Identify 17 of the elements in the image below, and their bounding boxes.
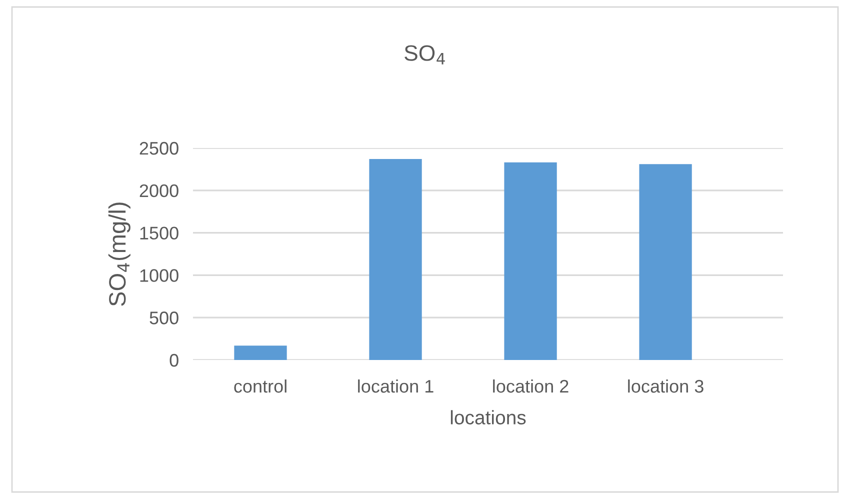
y-tick-label: 2500 <box>140 142 178 155</box>
x-tick-label: location 2 <box>493 379 568 393</box>
x-tick-label: location 3 <box>628 379 704 393</box>
x-tick-label: control <box>234 379 286 393</box>
y-axis-title: SO$_{4}$(mg/l) <box>108 202 130 306</box>
y-tick-label: 0 <box>170 354 178 367</box>
x-tick-label: location 1 <box>358 379 434 393</box>
x-axis-title: locations <box>450 410 526 424</box>
bar <box>639 164 692 360</box>
y-tick-label: 1000 <box>140 269 178 282</box>
chart-title: SO$_{4}$ <box>404 45 445 64</box>
bar <box>234 346 287 360</box>
bar <box>504 162 557 360</box>
y-tick-label: 500 <box>150 312 178 324</box>
y-tick-label: 2000 <box>140 184 178 198</box>
bar <box>369 159 422 360</box>
y-tick-label: 1500 <box>140 226 178 240</box>
